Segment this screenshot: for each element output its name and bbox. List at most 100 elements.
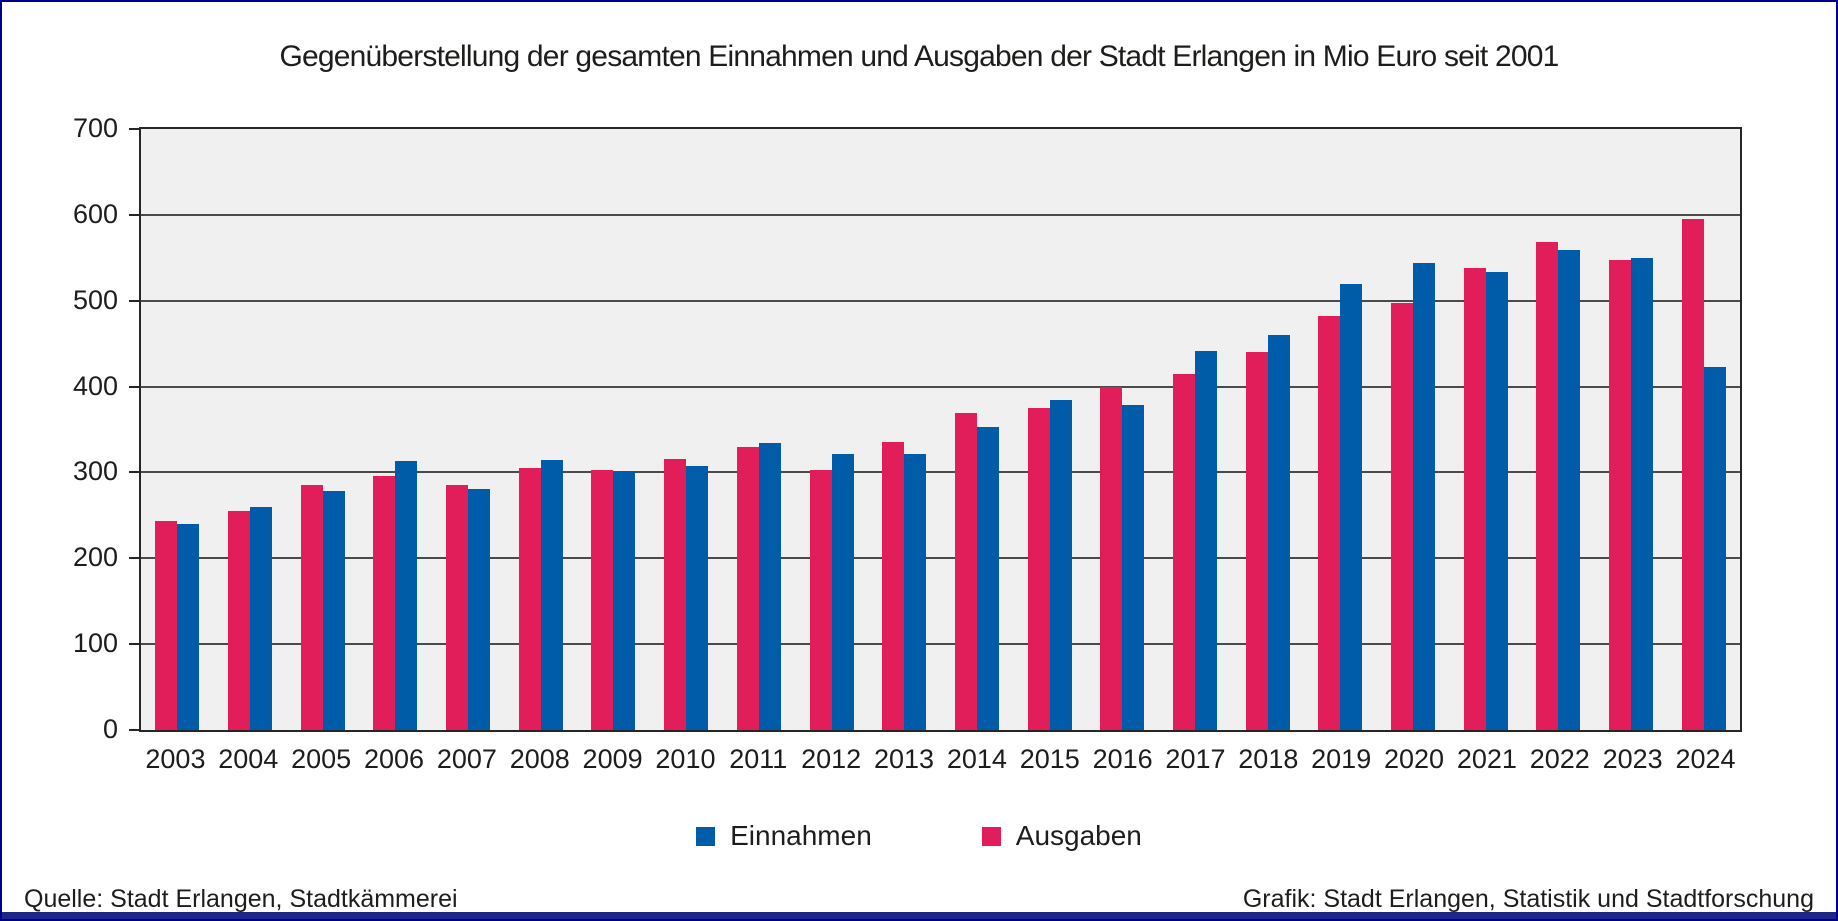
plot-area — [139, 127, 1742, 732]
bar-2013-einnahmen — [904, 453, 927, 730]
y-axis-tick-200 — [129, 557, 139, 560]
bar-group-2019 — [1304, 129, 1377, 730]
bar-2007-ausgaben — [446, 485, 469, 730]
x-axis: 2003 2004 2005 2006 2007 2008 2009 2010 2011 2012… — [139, 744, 1742, 775]
bar-group-2009 — [577, 129, 650, 730]
bar-2005-einnahmen — [322, 491, 345, 730]
bar-2006-einnahmen — [395, 461, 418, 730]
bar-2015-ausgaben — [1027, 408, 1050, 730]
bar-2019-einnahmen — [1340, 284, 1363, 730]
gridline-300 — [141, 471, 1740, 474]
bar-2010-einnahmen — [686, 466, 709, 730]
bar-group-2011 — [723, 129, 796, 730]
bar-2003-einnahmen — [177, 523, 200, 730]
bar-2021-ausgaben — [1463, 268, 1486, 730]
bar-group-2012 — [795, 129, 868, 730]
bar-group-2016 — [1086, 129, 1159, 730]
y-axis-label-600: 600 — [72, 198, 118, 229]
bar-2017-einnahmen — [1194, 351, 1217, 730]
bar-2022-ausgaben — [1536, 242, 1559, 730]
x-axis-label-2004: 2004 — [218, 744, 279, 774]
x-axis-label-2021: 2021 — [1456, 744, 1517, 774]
bar-2010-ausgaben — [664, 458, 687, 730]
bar-2003-ausgaben — [155, 521, 178, 730]
bar-2009-einnahmen — [613, 471, 636, 730]
y-axis-tick-100 — [129, 643, 139, 646]
bar-2023-einnahmen — [1631, 257, 1654, 730]
x-axis-label-2023: 2023 — [1602, 744, 1663, 774]
y-axis-label-400: 400 — [72, 370, 118, 401]
bar-group-2010 — [650, 129, 723, 730]
bar-group-2023 — [1595, 129, 1668, 730]
bar-group-2007 — [432, 129, 505, 730]
bar-2016-einnahmen — [1122, 405, 1145, 730]
x-axis-label-2016: 2016 — [1092, 744, 1153, 774]
y-axis-tick-600 — [129, 213, 139, 216]
bar-2008-einnahmen — [540, 460, 563, 730]
x-axis-label-2011: 2011 — [729, 744, 788, 774]
bar-2023-ausgaben — [1609, 259, 1632, 730]
gridline-600 — [141, 213, 1740, 216]
y-axis-label-500: 500 — [72, 284, 118, 315]
x-axis-label-2010: 2010 — [655, 744, 716, 774]
legend-label-ausgaben: Ausgaben — [1015, 820, 1142, 851]
bar-group-2022 — [1522, 129, 1595, 730]
bar-2004-einnahmen — [250, 506, 273, 730]
x-axis-label-2018: 2018 — [1238, 744, 1299, 774]
bar-group-2015 — [1013, 129, 1086, 730]
bar-group-2020 — [1377, 129, 1450, 730]
bar-2014-einnahmen — [976, 426, 999, 730]
x-axis-label-2006: 2006 — [363, 744, 425, 774]
bar-2012-einnahmen — [831, 454, 854, 730]
y-axis-tick-300 — [129, 471, 139, 474]
bar-2018-einnahmen — [1267, 335, 1290, 730]
bar-2011-ausgaben — [736, 446, 759, 730]
x-axis-label-2005: 2005 — [291, 744, 352, 774]
bar-group-2004 — [214, 129, 287, 730]
gridline-400 — [141, 385, 1740, 388]
bar-2012-ausgaben — [809, 469, 832, 730]
x-axis-label-2009: 2009 — [582, 744, 643, 774]
bar-group-2003 — [141, 129, 214, 730]
x-axis-label-2012: 2012 — [801, 744, 862, 774]
legend: Einnahmen Ausgaben — [2, 820, 1836, 852]
bar-2017-ausgaben — [1172, 373, 1195, 730]
y-axis-tick-400 — [129, 385, 139, 388]
chart-title: Gegenüberstellung der gesamten Einnahmen… — [279, 40, 1559, 73]
bars-layer — [141, 129, 1740, 730]
y-axis-label-200: 200 — [72, 542, 118, 573]
bar-group-2006 — [359, 129, 432, 730]
legend-entry-einnahmen: Einnahmen — [696, 820, 872, 852]
gridline-100 — [141, 643, 1740, 646]
y-axis-label-300: 300 — [72, 456, 118, 487]
x-axis-label-2022: 2022 — [1529, 744, 1590, 774]
x-axis-label-2003: 2003 — [145, 744, 206, 774]
bar-2004-ausgaben — [228, 511, 251, 730]
source-credit: Quelle: Stadt Erlangen, Stadtkämmerei — [24, 885, 458, 913]
y-axis-label-0: 0 — [102, 714, 118, 744]
bottom-accent-strip — [2, 912, 1836, 919]
bar-2018-ausgaben — [1245, 352, 1268, 730]
y-axis-label-700: 700 — [72, 113, 118, 143]
bar-group-2018 — [1231, 129, 1304, 730]
bar-2011-einnahmen — [758, 443, 781, 730]
x-axis-label-2017: 2017 — [1165, 744, 1226, 774]
x-axis-label-2020: 2020 — [1384, 744, 1445, 774]
bar-2019-ausgaben — [1318, 316, 1341, 730]
x-axis-label-2015: 2015 — [1019, 744, 1080, 774]
y-axis-tick-0 — [129, 729, 139, 731]
legend-swatch-ausgaben — [981, 826, 1001, 846]
bar-group-2008 — [504, 129, 577, 730]
bar-group-2017 — [1159, 129, 1232, 730]
bar-2008-ausgaben — [518, 468, 541, 730]
bar-2024-ausgaben — [1681, 219, 1704, 730]
y-axis-tick-700 — [129, 128, 139, 130]
legend-swatch-einnahmen — [696, 826, 716, 846]
bar-group-2024 — [1667, 129, 1740, 730]
bar-group-2021 — [1449, 129, 1522, 730]
x-axis-label-2013: 2013 — [873, 744, 935, 774]
gridline-500 — [141, 299, 1740, 302]
legend-entry-ausgaben: Ausgaben — [981, 820, 1142, 852]
bar-2007-einnahmen — [468, 488, 491, 730]
x-axis-label-2007: 2007 — [436, 744, 497, 774]
